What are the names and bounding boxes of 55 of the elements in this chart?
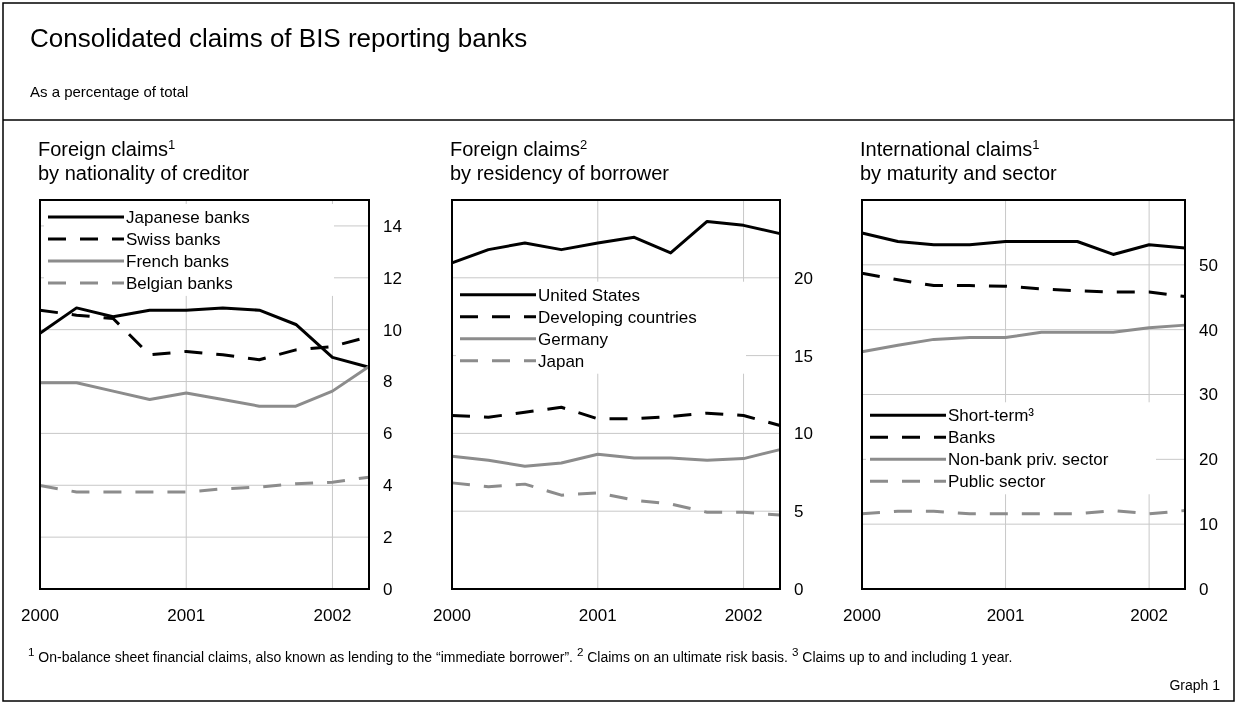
line-series: [860, 323, 1187, 354]
y-tick-label: 12: [383, 268, 402, 288]
legend-label: Swiss banks: [126, 229, 221, 249]
y-tick-label: 5: [794, 502, 804, 522]
legend-label: Developing countries: [538, 307, 697, 327]
y-tick-label: 10: [383, 320, 402, 340]
line-series: [38, 364, 371, 408]
x-tick-label: 2000: [843, 606, 881, 625]
chart-title: Foreign claims$^{1}$: [38, 136, 176, 160]
y-tick-label: 14: [383, 216, 402, 236]
y-tick-label: 20: [794, 268, 813, 288]
x-tick-label: 2001: [986, 606, 1025, 625]
x-tick-label: 2002: [1130, 606, 1169, 625]
chart-title: International claims$^{1}$: [860, 136, 1040, 160]
y-tick-label: 15: [794, 346, 813, 366]
y-tick-label: 10: [794, 424, 813, 444]
y-tick-label: 6: [383, 424, 393, 444]
y-tick-label: 40: [1199, 320, 1218, 340]
chart-subtitle: by residency of borrower: [450, 162, 670, 184]
y-tick-label: 0: [383, 579, 393, 599]
y-tick-label: 20: [1199, 450, 1218, 470]
x-tick-label: 2000: [21, 606, 59, 625]
chart-subtitle: by maturity and sector: [860, 162, 1058, 184]
line-series: [38, 475, 371, 494]
legend-label: Germany: [538, 329, 609, 349]
chart-subtitle: by nationality of creditor: [38, 162, 250, 184]
legend-label: Japanese banks: [126, 207, 250, 227]
x-tick-label: 2001: [578, 606, 617, 625]
legend-label: Belgian banks: [126, 273, 233, 293]
y-tick-label: 2: [383, 528, 393, 548]
y-tick-label: 4: [383, 476, 393, 496]
legend-label: Public sector: [948, 472, 1046, 492]
line-series: [450, 481, 782, 517]
y-tick-label: 8: [383, 372, 393, 392]
text: $^{1}$ On-balance sheet financial claims, also known as lending to the “immediate borrower”. $^{2}$ Claims on an ultimate risk basis. $^{3}$ Claims up to and including 1 year.: [28, 644, 1014, 667]
text: Consolidated claims of BIS reporting banks: [30, 23, 528, 53]
line-series: [450, 448, 782, 468]
caption: Graph 1: [1169, 677, 1221, 693]
legend-label: Non-bank priv. sector: [948, 450, 1109, 470]
text: As a percentage of total: [30, 83, 189, 100]
y-tick-label: 0: [1199, 579, 1209, 599]
x-tick-label: 2001: [167, 606, 206, 625]
x-tick-label: 2000: [433, 606, 471, 625]
legend-label: Banks: [948, 428, 996, 448]
legend-label: French banks: [126, 251, 229, 271]
y-tick-label: 10: [1199, 515, 1218, 535]
chart-title: Foreign claims$^{2}$: [450, 136, 588, 160]
legend-label: Short-term³: [948, 406, 1035, 426]
x-tick-label: 2002: [313, 606, 352, 625]
y-tick-label: 30: [1199, 385, 1218, 405]
x-tick-label: 2002: [724, 606, 763, 625]
legend-label: United States: [538, 285, 641, 305]
legend-label: Japan: [538, 351, 585, 371]
y-tick-label: 50: [1199, 255, 1218, 275]
y-tick-label: 0: [794, 579, 804, 599]
